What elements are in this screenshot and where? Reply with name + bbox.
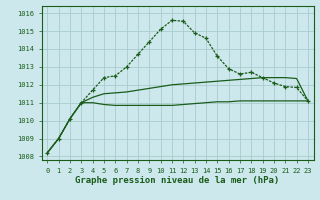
X-axis label: Graphe pression niveau de la mer (hPa): Graphe pression niveau de la mer (hPa) bbox=[76, 176, 280, 185]
